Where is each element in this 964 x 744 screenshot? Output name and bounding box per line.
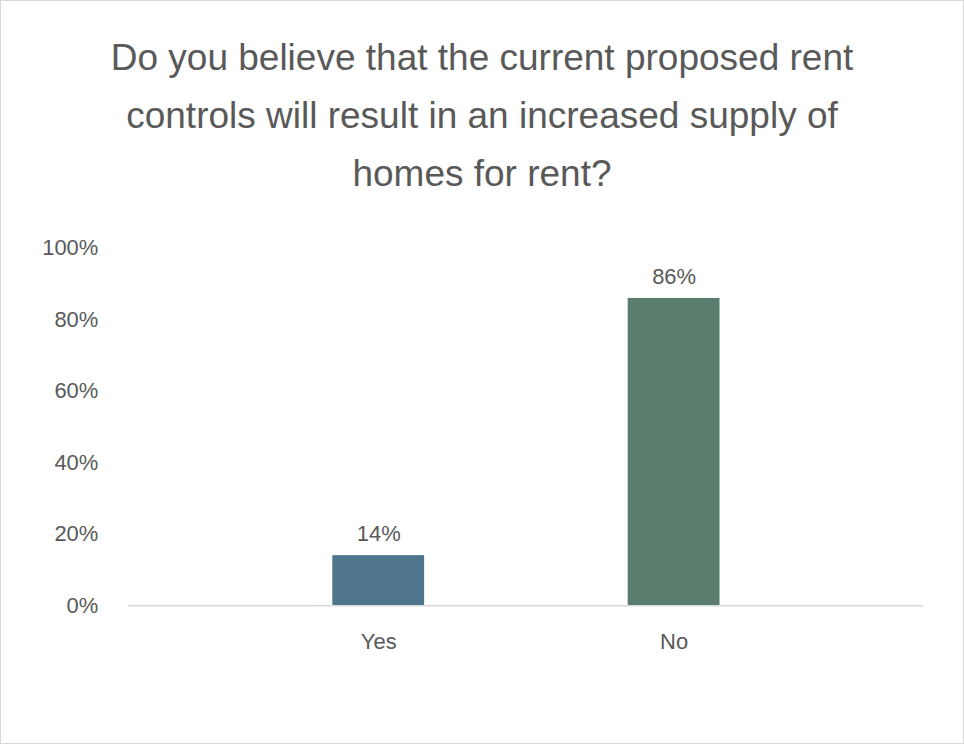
svg-text:80%: 80%	[54, 307, 98, 332]
svg-text:Yes: Yes	[361, 629, 397, 654]
svg-text:20%: 20%	[54, 521, 98, 546]
svg-text:No: No	[660, 629, 688, 654]
svg-text:100%: 100%	[42, 235, 98, 260]
html-text:Do you believe that the curren: Do you believe that the current proposed…	[110, 37, 854, 194]
svg-text:86%: 86%	[652, 264, 696, 289]
svg-text:0%: 0%	[67, 593, 99, 618]
svg-text:40%: 40%	[54, 450, 98, 475]
svg-text:14%: 14%	[357, 521, 401, 546]
svg-text:60%: 60%	[54, 378, 98, 403]
